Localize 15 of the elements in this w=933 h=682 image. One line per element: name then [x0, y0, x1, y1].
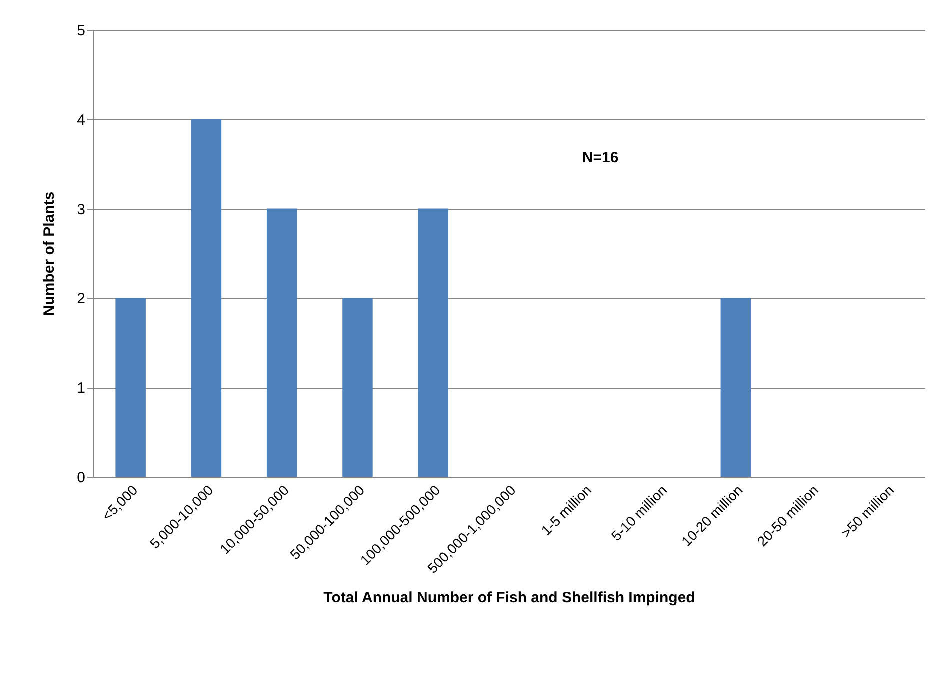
bar	[191, 119, 222, 477]
y-tick-label: 1	[77, 380, 86, 398]
bar	[342, 298, 373, 477]
y-tick-label: 0	[77, 470, 86, 486]
bar	[720, 298, 752, 477]
bar	[418, 208, 448, 477]
bar	[116, 298, 146, 477]
y-tick-label: 2	[77, 290, 86, 308]
bar	[266, 208, 298, 477]
y-axis-title: Number of Plants	[41, 192, 58, 316]
x-axis-title: Total Annual Number of Fish and Shellfish Impinged	[324, 590, 696, 607]
y-tick-label: 4	[77, 112, 86, 129]
annotation: N=16	[582, 149, 619, 166]
y-tick-label: 5	[77, 22, 86, 40]
y-tick-label: 3	[77, 201, 86, 218]
